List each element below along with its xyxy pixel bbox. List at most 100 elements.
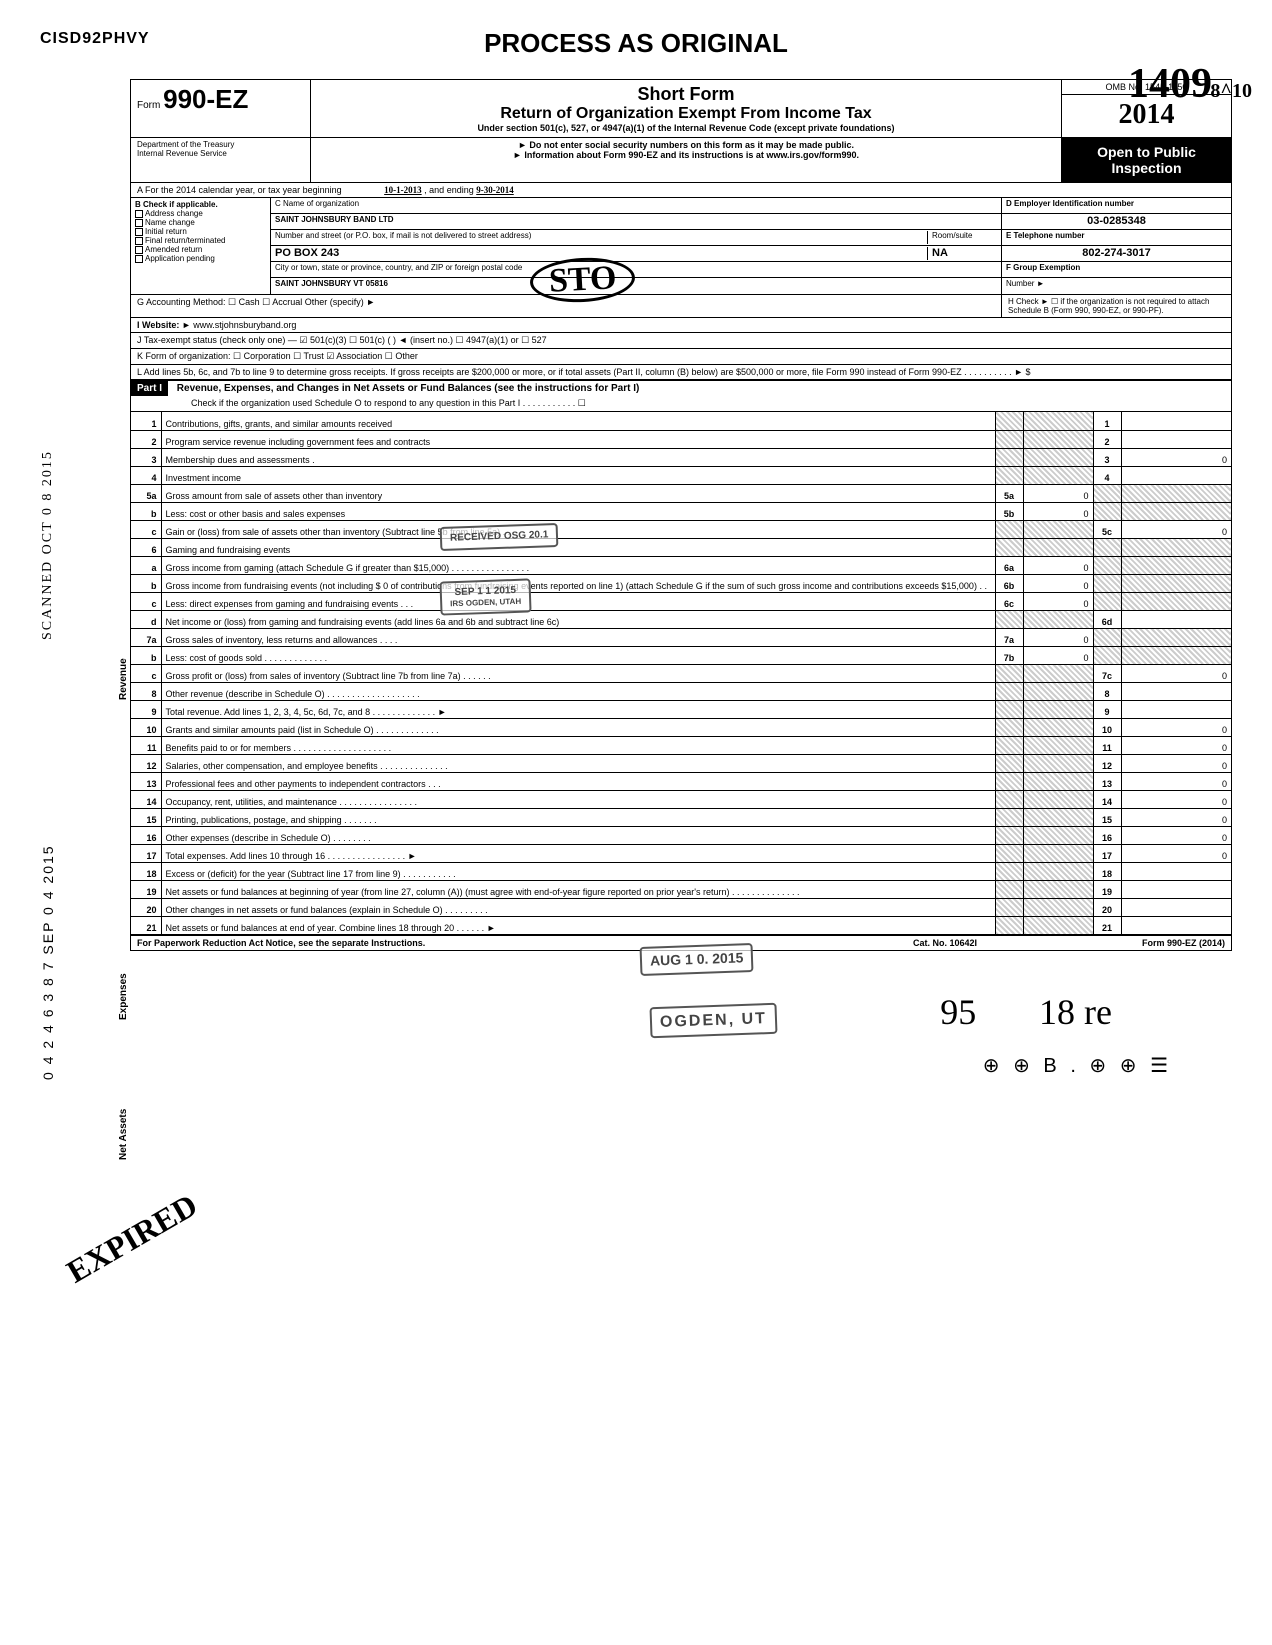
row-number: c [131, 664, 161, 682]
row-desc: Net assets or fund balances at end of ye… [161, 916, 995, 934]
mid-value: 0 [1023, 556, 1093, 574]
row-desc: Gross income from gaming (attach Schedul… [161, 556, 995, 574]
chk-final[interactable]: Final return/terminated [145, 236, 225, 245]
table-row: dNet income or (loss) from gaming and fu… [131, 610, 1231, 628]
table-row: bGross income from fundraising events (n… [131, 574, 1231, 592]
row-desc: Salaries, other compensation, and employ… [161, 754, 995, 772]
mid-number [995, 538, 1023, 556]
right-number [1093, 628, 1121, 646]
table-row: 4Investment income4 [131, 466, 1231, 484]
table-row: 13Professional fees and other payments t… [131, 772, 1231, 790]
mid-number: 6b [995, 574, 1023, 592]
right-value: 0 [1121, 664, 1231, 682]
dept-label: Department of the Treasury [137, 140, 304, 149]
right-number [1093, 646, 1121, 664]
footer-mid: Cat. No. 10642I [845, 938, 1045, 948]
ogden-ut-stamp: OGDEN, UT [649, 1003, 777, 1039]
right-value: 0 [1121, 718, 1231, 736]
right-number: 4 [1093, 466, 1121, 484]
right-value: 0 [1121, 844, 1231, 862]
right-value [1121, 556, 1231, 574]
chk-address[interactable]: Address change [145, 209, 203, 218]
row-number: b [131, 646, 161, 664]
aug-stamp: AUG 1 0. 2015 [640, 943, 754, 976]
right-number: 15 [1093, 808, 1121, 826]
footer-right: Form 990-EZ (2014) [1045, 938, 1225, 948]
row-desc: Investment income [161, 466, 995, 484]
table-row: 16Other expenses (describe in Schedule O… [131, 826, 1231, 844]
period-label: A For the 2014 calendar year, or tax yea… [137, 185, 342, 195]
row-number: 3 [131, 448, 161, 466]
right-value: 0 [1121, 772, 1231, 790]
row-number: 18 [131, 862, 161, 880]
mid-value: 0 [1023, 628, 1093, 646]
ssn-warning: ► Do not enter social security numbers o… [317, 140, 1055, 150]
right-number: 14 [1093, 790, 1121, 808]
short-form-label: Short Form [317, 84, 1055, 105]
table-row: 19Net assets or fund balances at beginni… [131, 880, 1231, 898]
table-row: 8Other revenue (describe in Schedule O) … [131, 682, 1231, 700]
row-number: 1 [131, 412, 161, 430]
row-number: b [131, 502, 161, 520]
expired-stamp: EXPIRED [60, 1186, 203, 1290]
table-row: bLess: cost or other basis and sales exp… [131, 502, 1231, 520]
table-row: 5aGross amount from sale of assets other… [131, 484, 1231, 502]
row-desc: Net assets or fund balances at beginning… [161, 880, 995, 898]
box-c-label: C Name of organization [275, 199, 359, 208]
received-stamp: RECEIVED OSG 20.1 [440, 523, 559, 551]
table-row: cLess: direct expenses from gaming and f… [131, 592, 1231, 610]
right-value [1121, 484, 1231, 502]
right-value [1121, 574, 1231, 592]
right-number: 11 [1093, 736, 1121, 754]
right-value [1121, 430, 1231, 448]
right-value [1121, 610, 1231, 628]
row-desc: Gross sales of inventory, less returns a… [161, 628, 995, 646]
right-number [1093, 538, 1121, 556]
part1-header: Part I Revenue, Expenses, and Changes in… [131, 380, 1231, 412]
mid-number [995, 700, 1023, 718]
box-b: B Check if applicable. Address change Na… [131, 198, 271, 294]
table-row: aGross income from gaming (attach Schedu… [131, 556, 1231, 574]
chk-amended[interactable]: Amended return [145, 245, 202, 254]
mid-value [1023, 880, 1093, 898]
box-e-label: E Telephone number [1006, 231, 1085, 240]
form-title-box: Short Form Return of Organization Exempt… [311, 80, 1061, 137]
right-number [1093, 556, 1121, 574]
right-number: 5c [1093, 520, 1121, 538]
chk-name[interactable]: Name change [145, 218, 195, 227]
row-number: 6 [131, 538, 161, 556]
chk-initial[interactable]: Initial return [145, 227, 187, 236]
chk-pending[interactable]: Application pending [145, 254, 215, 263]
right-number: 1 [1093, 412, 1121, 430]
mid-value [1023, 430, 1093, 448]
mid-number: 7a [995, 628, 1023, 646]
process-header: PROCESS AS ORIGINAL [40, 28, 1232, 59]
row-desc: Total expenses. Add lines 10 through 16 … [161, 844, 995, 862]
box-f-label: F Group Exemption [1006, 263, 1080, 272]
right-value [1121, 898, 1231, 916]
right-value: 0 [1121, 790, 1231, 808]
right-value [1121, 538, 1231, 556]
mid-value [1023, 790, 1093, 808]
received-text: RECEIVED OSG 20.1 [450, 529, 549, 544]
right-number: 17 [1093, 844, 1121, 862]
handwritten-pages: 8^10 [1210, 80, 1252, 103]
row-desc: Other revenue (describe in Schedule O) .… [161, 682, 995, 700]
right-number: 12 [1093, 754, 1121, 772]
box-f-sub: Number ► [1002, 278, 1231, 294]
mid-value [1023, 682, 1093, 700]
row-number: 12 [131, 754, 161, 772]
right-value [1121, 466, 1231, 484]
row-number: 10 [131, 718, 161, 736]
open-public-box: Open to Public Inspection [1061, 138, 1231, 182]
right-number: 2 [1093, 430, 1121, 448]
hw-18re: 18 re [1039, 992, 1112, 1032]
mid-number [995, 862, 1023, 880]
mid-value [1023, 664, 1093, 682]
table-row: 18Excess or (deficit) for the year (Subt… [131, 862, 1231, 880]
mid-value [1023, 736, 1093, 754]
right-number: 10 [1093, 718, 1121, 736]
mid-number [995, 772, 1023, 790]
table-row: 3Membership dues and assessments .30 [131, 448, 1231, 466]
row-desc: Excess or (deficit) for the year (Subtra… [161, 862, 995, 880]
